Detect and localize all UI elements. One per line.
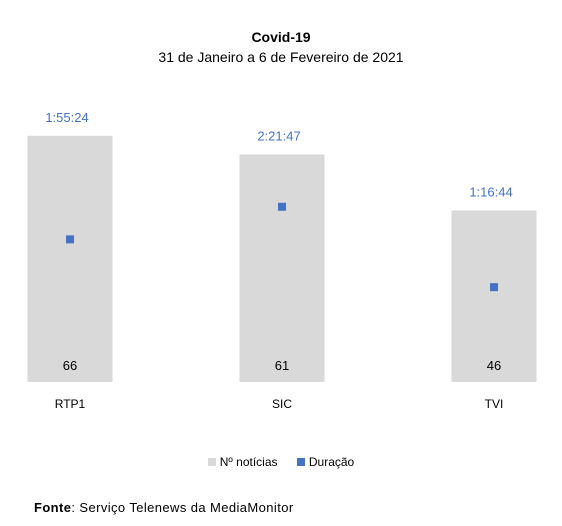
legend-swatch-duracao xyxy=(296,458,305,466)
duration-point-rtp1 xyxy=(66,235,74,244)
duration-point-tvi xyxy=(490,283,498,292)
count-label-sic: 61 xyxy=(275,358,289,373)
legend-label-noticias: Nº notícias xyxy=(219,455,278,469)
source-label: Fonte xyxy=(34,500,72,515)
source-text: : Serviço Telenews da MediaMonitor xyxy=(71,500,294,515)
chart-subtitle: 31 de Janeiro a 6 de Fevereiro de 2021 xyxy=(158,49,404,65)
legend-item-noticias: Nº notícias xyxy=(207,455,278,469)
chart-title: Covid-19 xyxy=(251,29,311,45)
duration-label-sic: 2:21:47 xyxy=(257,128,300,143)
category-label-tvi: TVI xyxy=(485,397,504,411)
duration-point-sic xyxy=(278,202,286,211)
category-label-rtp1: RTP1 xyxy=(55,397,86,411)
duration-label-rtp1: 1:55:24 xyxy=(45,110,88,125)
count-label-rtp1: 66 xyxy=(63,358,77,373)
legend-label-duracao: Duração xyxy=(308,455,355,469)
legend-swatch-noticias xyxy=(207,458,216,466)
bar-sic xyxy=(239,154,325,382)
chart-legend: Nº notícias Duração xyxy=(0,455,562,469)
source-note: Fonte: Serviço Telenews da MediaMonitor xyxy=(34,500,294,515)
bar-tvi xyxy=(451,210,537,382)
legend-item-duracao: Duração xyxy=(296,455,355,469)
count-label-tvi: 46 xyxy=(487,358,501,373)
duration-label-tvi: 1:16:44 xyxy=(469,184,512,199)
bar-rtp1 xyxy=(27,135,113,382)
category-label-sic: SIC xyxy=(272,397,292,411)
